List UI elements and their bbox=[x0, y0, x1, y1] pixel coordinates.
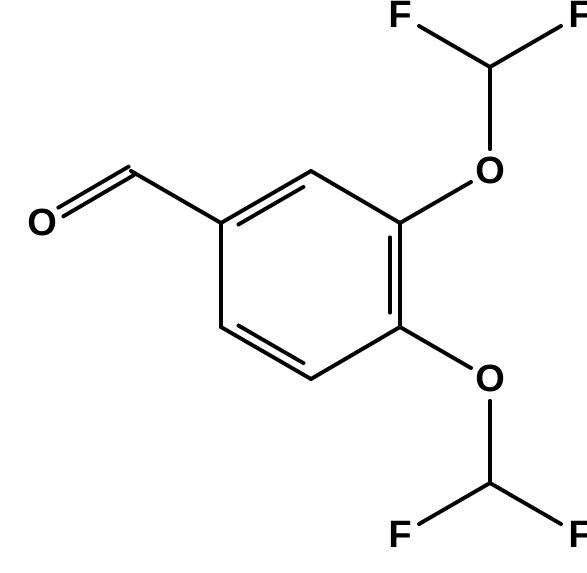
atom-label-F_bot_R: F bbox=[568, 514, 587, 556]
atom-label-F_bot_L: F bbox=[388, 514, 411, 556]
atom-label-O_top: O bbox=[475, 150, 505, 192]
atom-label-F_top_R: F bbox=[568, 0, 587, 36]
atom-label-O_left: O bbox=[27, 202, 57, 244]
molecule-diagram: O O F F O F F bbox=[0, 0, 587, 573]
atom-label-O_bot: O bbox=[475, 358, 505, 400]
atom-label-F_top_L: F bbox=[388, 0, 411, 36]
